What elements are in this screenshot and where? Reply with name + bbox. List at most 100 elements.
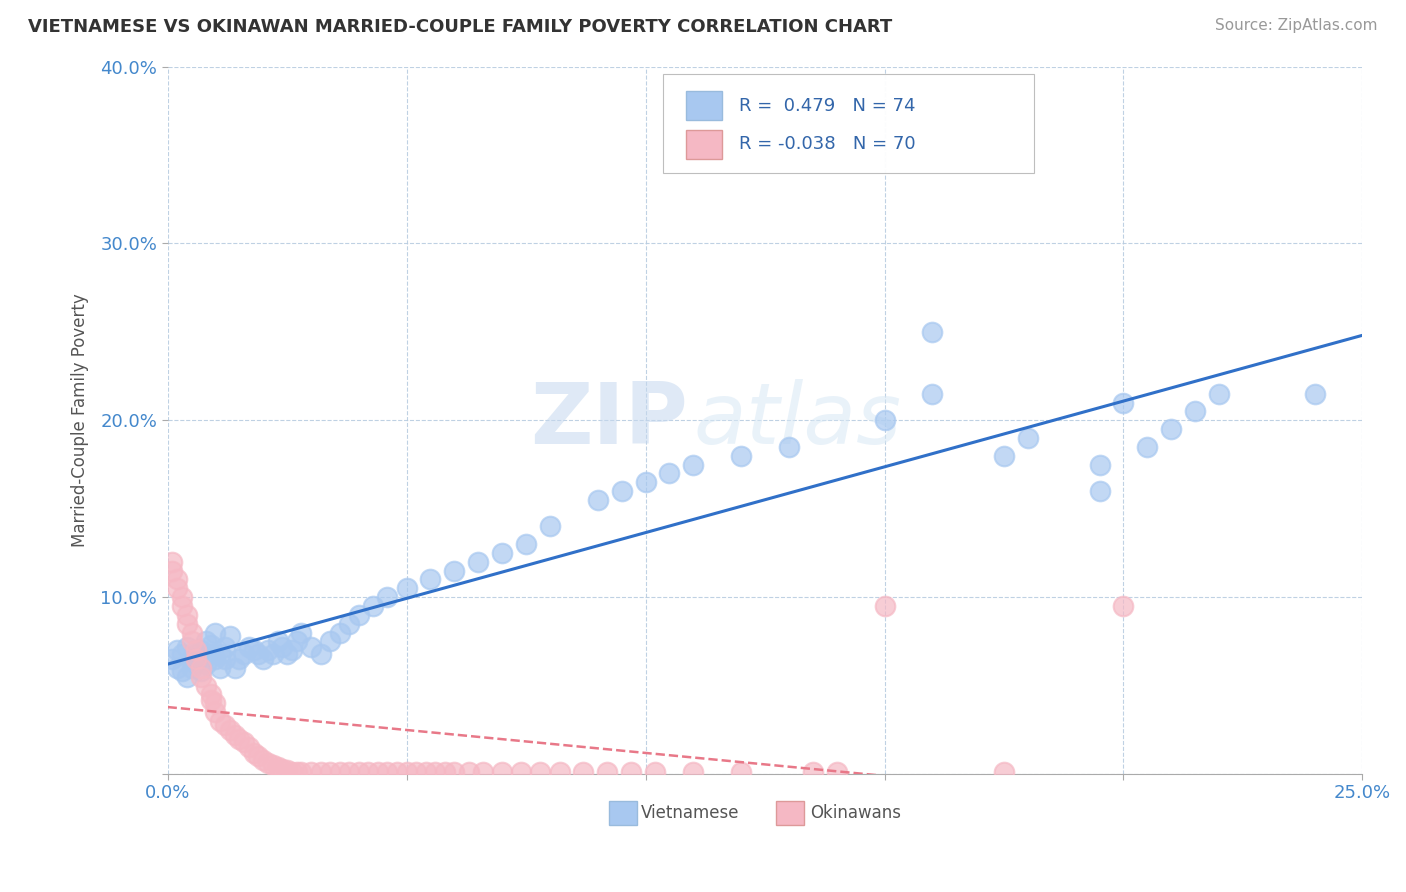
Point: [170, 665, 193, 679]
Point: [644, 765, 666, 780]
Point: [405, 765, 427, 780]
Text: Vietnamese: Vietnamese: [641, 804, 740, 822]
Point: [228, 731, 250, 746]
Point: [180, 652, 202, 666]
Point: [257, 643, 280, 657]
Point: [319, 634, 342, 648]
Point: [347, 607, 370, 622]
Point: [276, 647, 298, 661]
Point: [262, 647, 284, 661]
Point: [801, 765, 824, 780]
Point: [186, 643, 208, 657]
Point: [200, 638, 222, 652]
Point: [329, 625, 352, 640]
Point: [433, 765, 456, 780]
Point: [290, 765, 312, 780]
Point: [515, 537, 537, 551]
Point: [252, 753, 274, 767]
Point: [214, 652, 236, 666]
Point: [252, 652, 274, 666]
Point: [548, 765, 571, 780]
Point: [285, 765, 308, 780]
Point: [1112, 395, 1135, 409]
Point: [281, 643, 304, 657]
Point: [233, 647, 256, 661]
Point: [271, 762, 294, 776]
FancyBboxPatch shape: [686, 130, 723, 159]
Point: [329, 765, 352, 780]
Point: [242, 643, 264, 657]
Point: [238, 640, 260, 654]
Point: [395, 582, 418, 596]
Point: [395, 765, 418, 780]
Point: [238, 740, 260, 755]
Point: [1303, 386, 1326, 401]
Point: [319, 765, 342, 780]
Point: [180, 625, 202, 640]
Point: [610, 484, 633, 499]
Point: [204, 652, 226, 666]
Point: [186, 647, 208, 661]
Point: [170, 647, 193, 661]
Point: [247, 749, 270, 764]
Point: [443, 564, 465, 578]
Point: [1112, 599, 1135, 613]
Point: [257, 756, 280, 771]
Point: [162, 564, 184, 578]
Point: [361, 599, 384, 613]
Point: [176, 670, 198, 684]
Point: [1208, 386, 1230, 401]
Point: [538, 519, 561, 533]
FancyBboxPatch shape: [609, 801, 637, 825]
Point: [299, 640, 322, 654]
Point: [385, 765, 408, 780]
Point: [377, 765, 399, 780]
Point: [586, 492, 609, 507]
Text: Source: ZipAtlas.com: Source: ZipAtlas.com: [1215, 18, 1378, 33]
Point: [778, 440, 800, 454]
Point: [190, 643, 212, 657]
Point: [873, 599, 896, 613]
Text: atlas: atlas: [693, 379, 901, 462]
Point: [266, 760, 288, 774]
Point: [176, 640, 198, 654]
Text: R = -0.038   N = 70: R = -0.038 N = 70: [738, 136, 915, 153]
Point: [415, 765, 437, 780]
Point: [233, 735, 256, 749]
Point: [425, 765, 447, 780]
Point: [299, 765, 322, 780]
Point: [457, 765, 479, 780]
Point: [214, 640, 236, 654]
Point: [309, 647, 332, 661]
Point: [337, 616, 360, 631]
Point: [228, 652, 250, 666]
Point: [186, 652, 208, 666]
Point: [162, 555, 184, 569]
Y-axis label: Married-Couple Family Poverty: Married-Couple Family Poverty: [72, 293, 89, 547]
Point: [491, 546, 513, 560]
Point: [166, 643, 188, 657]
Point: [1184, 404, 1206, 418]
Point: [285, 634, 308, 648]
Point: [367, 765, 389, 780]
Text: Okinawans: Okinawans: [810, 804, 901, 822]
Point: [166, 573, 188, 587]
Point: [200, 692, 222, 706]
Point: [467, 555, 489, 569]
Point: [176, 607, 198, 622]
Point: [190, 665, 212, 679]
Point: [290, 625, 312, 640]
Point: [921, 386, 943, 401]
Point: [242, 746, 264, 760]
Point: [337, 765, 360, 780]
Point: [1136, 440, 1159, 454]
Point: [682, 458, 704, 472]
Point: [204, 696, 226, 710]
Point: [510, 765, 533, 780]
Point: [166, 582, 188, 596]
Point: [596, 765, 619, 780]
Point: [209, 661, 232, 675]
Point: [266, 634, 288, 648]
Point: [271, 640, 294, 654]
Point: [472, 765, 495, 780]
